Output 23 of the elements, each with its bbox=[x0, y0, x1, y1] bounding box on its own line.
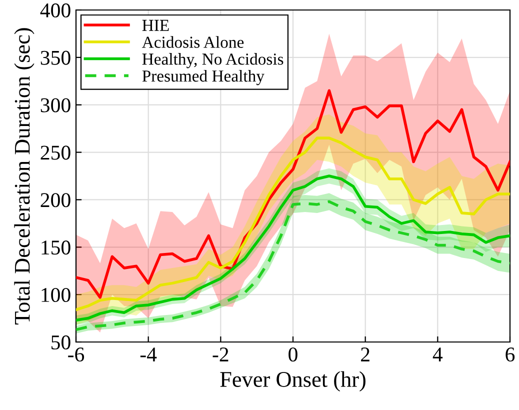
y-tick-label: 200 bbox=[40, 193, 70, 208]
y-tick-label: 150 bbox=[42, 240, 70, 255]
y-tick-label: 300 bbox=[40, 98, 70, 112]
x-tick-label: 2 bbox=[361, 348, 370, 362]
line-series bbox=[76, 136, 510, 312]
x-tick-label: -4 bbox=[140, 348, 157, 362]
legend-label: HIE bbox=[142, 20, 169, 31]
x-tick-label: 6 bbox=[506, 348, 515, 362]
legend-label: Healthy, No Acidosis bbox=[142, 53, 284, 68]
x-tick-label: 4 bbox=[432, 348, 443, 362]
y-tick-label: 250 bbox=[40, 146, 70, 160]
y-axis-title: Total Deceleration Duration (sec) bbox=[14, 28, 34, 324]
x-tick-label: 0 bbox=[288, 347, 298, 362]
y-tick-label: 100 bbox=[42, 288, 70, 302]
x-tick-label: -2 bbox=[212, 348, 228, 362]
legend-label: Presumed Healthy bbox=[142, 70, 264, 86]
line-series bbox=[76, 89, 510, 299]
x-tick-label: -6 bbox=[68, 348, 84, 362]
x-axis-title: Fever Onset (hr) bbox=[220, 371, 366, 392]
y-tick-label: 400 bbox=[40, 3, 70, 18]
y-tick-label: 50 bbox=[52, 335, 70, 350]
legend-label: Acidosis Alone bbox=[142, 36, 244, 48]
y-tick-label: 350 bbox=[40, 50, 70, 65]
